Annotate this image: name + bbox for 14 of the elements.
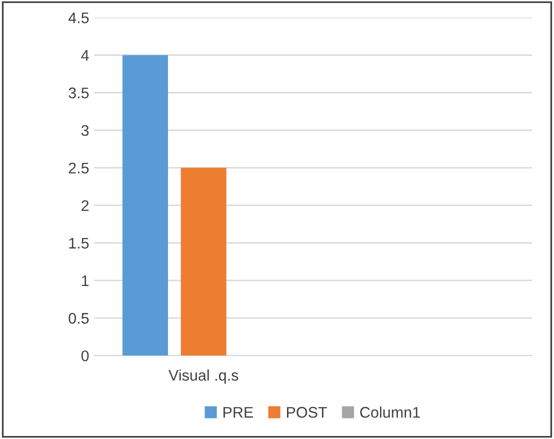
y-tick-label: 4 [81, 50, 89, 61]
y-tick-label: 2 [82, 200, 89, 211]
legend-label: PRE [224, 407, 254, 418]
y-tick-label: 3.5 [68, 88, 89, 98]
y-tick-label: 0.5 [68, 312, 89, 324]
y-tick-label: 2.5 [68, 162, 89, 174]
x-tick-label: Visual .q.s [168, 369, 238, 384]
y-tick-label: 1 [82, 275, 89, 286]
legend-label: POST [287, 406, 327, 418]
y-tick-label: 4.5 [68, 12, 89, 24]
y-tick-label: 3 [81, 125, 89, 136]
y-tick-label: 0 [81, 350, 89, 362]
legend-label: Column1 [360, 406, 420, 418]
y-tick-label: 1.5 [69, 238, 89, 249]
